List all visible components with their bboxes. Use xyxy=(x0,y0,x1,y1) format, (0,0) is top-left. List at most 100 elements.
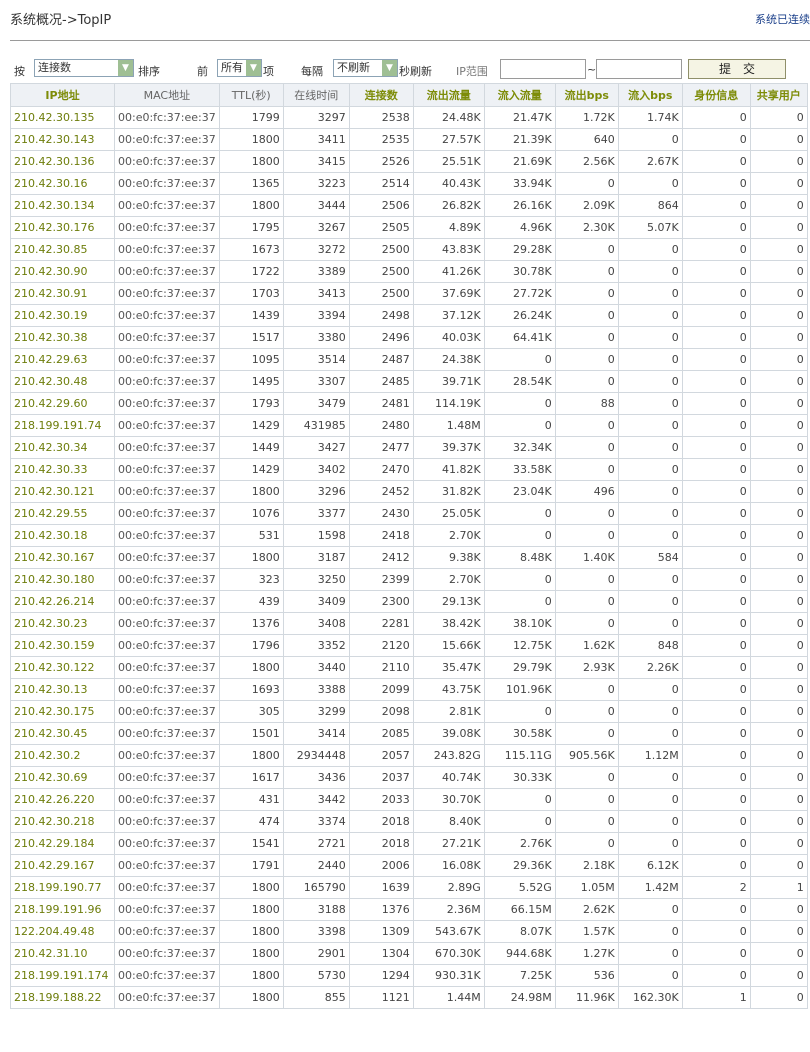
out-bps-cell: 0 xyxy=(554,502,619,525)
in-bps-cell: 0 xyxy=(617,326,683,349)
refresh-interval-select[interactable]: 不刷新 ▼ xyxy=(333,59,398,77)
in-bps-cell: 0 xyxy=(617,920,683,943)
shared-users-cell: 0 xyxy=(749,106,808,129)
col-ip[interactable]: IP地址 xyxy=(10,83,115,107)
ttl-cell: 323 xyxy=(218,568,284,591)
ip-cell[interactable]: 210.42.30.175 xyxy=(10,700,115,723)
sort-select[interactable]: 连接数 ▼ xyxy=(34,59,134,77)
ip-cell[interactable]: 218.199.190.77 xyxy=(10,876,115,899)
connections-cell: 1376 xyxy=(348,898,414,921)
ip-cell[interactable]: 210.42.30.2 xyxy=(10,744,115,767)
table-row: 210.42.29.55 00:e0:fc:37:ee:37 1076 3377 243… xyxy=(10,502,808,525)
in-traffic-cell: 66.15M xyxy=(483,898,556,921)
ip-cell[interactable]: 210.42.30.121 xyxy=(10,480,115,503)
ip-cell[interactable]: 210.42.30.23 xyxy=(10,612,115,635)
ip-cell[interactable]: 218.199.191.96 xyxy=(10,898,115,921)
ip-cell[interactable]: 210.42.30.218 xyxy=(10,810,115,833)
online-time-cell: 3427 xyxy=(282,436,350,459)
ip-cell[interactable]: 210.42.29.63 xyxy=(10,348,115,371)
ip-cell[interactable]: 218.199.191.174 xyxy=(10,964,115,987)
ttl-cell: 1793 xyxy=(218,392,284,415)
identity-cell: 0 xyxy=(681,942,751,965)
ip-cell[interactable]: 210.42.30.167 xyxy=(10,546,115,569)
submit-button[interactable]: 提 交 xyxy=(688,59,786,79)
ip-cell[interactable]: 210.42.30.13 xyxy=(10,678,115,701)
ip-cell[interactable]: 210.42.30.69 xyxy=(10,766,115,789)
identity-cell: 0 xyxy=(681,590,751,613)
filter-toolbar: 按 连接数 ▼ 排序 前 所有 ▼ 项 每隔 不刷新 ▼ 秒刷新 IP范围 ~ … xyxy=(10,57,810,81)
ip-cell[interactable]: 210.42.30.18 xyxy=(10,524,115,547)
mac-cell: 00:e0:fc:37:ee:37 xyxy=(114,986,220,1009)
in-bps-cell: 0 xyxy=(617,722,683,745)
out-traffic-cell: 9.38K xyxy=(412,546,485,569)
out-bps-cell: 0 xyxy=(554,304,619,327)
ip-cell[interactable]: 210.42.30.91 xyxy=(10,282,115,305)
ip-cell[interactable]: 210.42.30.45 xyxy=(10,722,115,745)
shared-users-cell: 0 xyxy=(749,348,808,371)
system-status-link[interactable]: 系统已连续 xyxy=(755,13,810,26)
ip-cell[interactable]: 210.42.29.55 xyxy=(10,502,115,525)
ip-cell[interactable]: 210.42.29.184 xyxy=(10,832,115,855)
ip-range-start-input[interactable] xyxy=(500,59,586,79)
chevron-down-icon[interactable]: ▼ xyxy=(118,60,133,76)
ip-cell[interactable]: 218.199.188.22 xyxy=(10,986,115,1009)
ip-cell[interactable]: 210.42.30.180 xyxy=(10,568,115,591)
ip-cell[interactable]: 210.42.31.10 xyxy=(10,942,115,965)
in-traffic-cell: 33.58K xyxy=(483,458,556,481)
ip-cell[interactable]: 210.42.30.48 xyxy=(10,370,115,393)
ip-cell[interactable]: 210.42.30.135 xyxy=(10,106,115,129)
ip-cell[interactable]: 210.42.29.167 xyxy=(10,854,115,877)
shared-users-cell: 0 xyxy=(749,854,808,877)
chevron-down-icon[interactable]: ▼ xyxy=(382,60,397,76)
ttl-cell: 1495 xyxy=(218,370,284,393)
ip-cell[interactable]: 210.42.26.220 xyxy=(10,788,115,811)
col-out-traffic[interactable]: 流出流量 xyxy=(412,83,485,107)
col-in-traffic[interactable]: 流入流量 xyxy=(483,83,556,107)
ip-cell[interactable]: 210.42.30.19 xyxy=(10,304,115,327)
connections-cell: 2480 xyxy=(348,414,414,437)
ttl-cell: 1376 xyxy=(218,612,284,635)
table-row: 210.42.30.136 00:e0:fc:37:ee:37 1800 3415 25… xyxy=(10,150,808,173)
ttl-cell: 1800 xyxy=(218,964,284,987)
col-in-bps[interactable]: 流入bps xyxy=(617,83,683,107)
header-divider xyxy=(10,40,810,41)
shared-users-cell: 0 xyxy=(749,590,808,613)
ip-cell[interactable]: 210.42.30.159 xyxy=(10,634,115,657)
ip-cell[interactable]: 210.42.30.176 xyxy=(10,216,115,239)
ip-cell[interactable]: 210.42.26.214 xyxy=(10,590,115,613)
in-traffic-cell: 0 xyxy=(483,502,556,525)
ip-cell[interactable]: 210.42.30.134 xyxy=(10,194,115,217)
top-count-select[interactable]: 所有 ▼ xyxy=(217,59,262,77)
ip-cell[interactable]: 210.42.30.38 xyxy=(10,326,115,349)
ip-cell[interactable]: 218.199.191.74 xyxy=(10,414,115,437)
ip-cell[interactable]: 210.42.30.16 xyxy=(10,172,115,195)
connections-cell: 2535 xyxy=(348,128,414,151)
shared-users-cell: 0 xyxy=(749,546,808,569)
in-traffic-cell: 30.78K xyxy=(483,260,556,283)
identity-cell: 0 xyxy=(681,832,751,855)
ip-cell[interactable]: 210.42.29.60 xyxy=(10,392,115,415)
ip-range-end-input[interactable] xyxy=(596,59,682,79)
in-bps-cell: 0 xyxy=(617,524,683,547)
mac-cell: 00:e0:fc:37:ee:37 xyxy=(114,568,220,591)
online-time-cell: 3415 xyxy=(282,150,350,173)
ip-cell[interactable]: 210.42.30.34 xyxy=(10,436,115,459)
ip-cell[interactable]: 210.42.30.33 xyxy=(10,458,115,481)
col-shared-users[interactable]: 共享用户 xyxy=(749,83,808,107)
ip-cell[interactable]: 122.204.49.48 xyxy=(10,920,115,943)
in-bps-cell: 0 xyxy=(617,260,683,283)
col-out-bps[interactable]: 流出bps xyxy=(554,83,619,107)
table-row: 210.42.30.19 00:e0:fc:37:ee:37 1439 3394 249… xyxy=(10,304,808,327)
table-row: 210.42.30.45 00:e0:fc:37:ee:37 1501 3414 208… xyxy=(10,722,808,745)
connections-cell: 1304 xyxy=(348,942,414,965)
ip-cell[interactable]: 210.42.30.122 xyxy=(10,656,115,679)
shared-users-cell: 0 xyxy=(749,634,808,657)
ip-cell[interactable]: 210.42.30.136 xyxy=(10,150,115,173)
online-time-cell: 3414 xyxy=(282,722,350,745)
col-connections[interactable]: 连接数 xyxy=(348,83,414,107)
chevron-down-icon[interactable]: ▼ xyxy=(246,60,261,76)
ip-cell[interactable]: 210.42.30.90 xyxy=(10,260,115,283)
col-identity[interactable]: 身份信息 xyxy=(681,83,751,107)
ip-cell[interactable]: 210.42.30.85 xyxy=(10,238,115,261)
ip-cell[interactable]: 210.42.30.143 xyxy=(10,128,115,151)
